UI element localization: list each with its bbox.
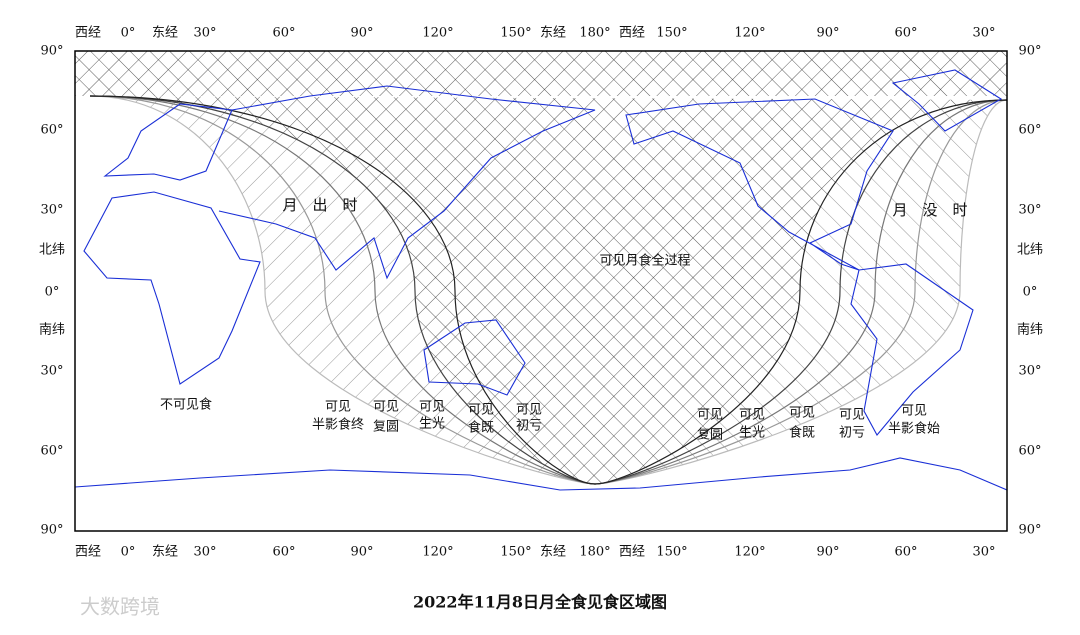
bottom-axis-label: 150° xyxy=(500,545,531,560)
left-axis-label: 北纬 xyxy=(39,243,65,258)
moonrise-label: 月 出 时 xyxy=(282,196,357,214)
region-label: 生光 xyxy=(419,417,445,432)
bottom-axis-label: 120° xyxy=(734,545,765,560)
bottom-axis-label: 西经 xyxy=(75,545,101,560)
right-axis-label: 北纬 xyxy=(1017,243,1043,258)
africa xyxy=(83,191,261,385)
region-label: 初亏 xyxy=(516,419,542,434)
contact-curve xyxy=(594,99,1007,485)
region-label: 半影食终 xyxy=(312,417,364,433)
contact-curve xyxy=(89,95,596,485)
bottom-axis-label: 60° xyxy=(272,545,295,560)
region-label: 食既 xyxy=(789,425,815,441)
top-axis-label: 90° xyxy=(350,26,373,41)
top-axis-label: 30° xyxy=(193,26,216,41)
top-axis-label: 120° xyxy=(734,26,765,41)
right-axis-label: 30° xyxy=(1018,203,1041,218)
contact-curve xyxy=(89,95,596,485)
contact-curve xyxy=(89,95,596,485)
greenland xyxy=(891,69,1003,132)
full-view-hatch xyxy=(90,96,1007,484)
bottom-axis-label: 东经 xyxy=(540,545,566,560)
left-axis-label: 60° xyxy=(40,123,63,138)
bottom-axis-label: 东经 xyxy=(152,545,178,560)
bottom-axis-label: 150° xyxy=(656,545,687,560)
region-label: 复圆 xyxy=(697,428,723,443)
top-axis-label: 60° xyxy=(272,26,295,41)
top-axis-label: 150° xyxy=(656,26,687,41)
region-label: 可见 xyxy=(468,403,494,418)
right-axis-label: 90° xyxy=(1018,523,1041,538)
region-label: 可见 xyxy=(516,403,542,418)
top-axis-label: 东经 xyxy=(152,26,178,41)
top-axis-label: 30° xyxy=(972,26,995,41)
watermark: 大数跨境 xyxy=(80,595,160,619)
moonset-label: 月 没 时 xyxy=(892,201,967,219)
region-label: 可见 xyxy=(325,400,351,415)
top-axis-label: 60° xyxy=(894,26,917,41)
left-axis-label: 90° xyxy=(40,523,63,538)
right-axis-label: 南纬 xyxy=(1017,322,1043,338)
right-axis-label: 0° xyxy=(1023,285,1038,300)
contact-curve xyxy=(594,99,1007,485)
south-america xyxy=(850,263,974,436)
polar-zone xyxy=(75,51,1007,96)
zones xyxy=(75,51,1007,485)
bottom-axis-label: 西经 xyxy=(619,545,645,560)
coastlines xyxy=(75,69,1007,491)
full-view-label: 可见月食全过程 xyxy=(599,253,690,269)
right-axis-label: 60° xyxy=(1018,444,1041,459)
top-axis-label: 90° xyxy=(816,26,839,41)
left-axis-label: 60° xyxy=(40,444,63,459)
region-label: 初亏 xyxy=(839,426,865,441)
left-axis-label: 0° xyxy=(45,285,60,300)
australia xyxy=(423,319,526,396)
top-axis-label: 180° xyxy=(579,26,610,41)
bottom-axis-label: 30° xyxy=(972,545,995,560)
bottom-axis-label: 120° xyxy=(422,545,453,560)
left-axis-label: 90° xyxy=(40,44,63,59)
bottom-axis-label: 180° xyxy=(579,545,610,560)
left-axis-label: 30° xyxy=(40,364,63,379)
region-label: 生光 xyxy=(739,426,765,441)
bottom-axis-label: 90° xyxy=(350,545,373,560)
top-axis-label: 150° xyxy=(500,26,531,41)
region-label: 可见 xyxy=(739,408,765,423)
bottom-axis-label: 90° xyxy=(816,545,839,560)
antarctica xyxy=(75,457,1007,491)
region-label: 食既 xyxy=(468,420,494,436)
contact-curve xyxy=(89,95,596,485)
contact-curve xyxy=(594,99,1007,485)
region-label: 可见 xyxy=(419,400,445,415)
map-frame xyxy=(74,50,1008,532)
left-axis-label: 南纬 xyxy=(39,322,65,338)
top-axis-label: 西经 xyxy=(619,26,645,41)
asia xyxy=(218,85,596,280)
contact-curve xyxy=(594,99,1007,485)
right-axis-label: 30° xyxy=(1018,364,1041,379)
left-axis-label: 30° xyxy=(40,203,63,218)
region-label: 可见 xyxy=(697,408,723,423)
bottom-axis-label: 0° xyxy=(121,545,136,560)
no-view-label: 不可见食 xyxy=(160,397,212,413)
contact-curve xyxy=(594,99,1007,485)
region-label: 半影食始 xyxy=(888,421,940,437)
north-america xyxy=(625,98,894,271)
region-label: 复圆 xyxy=(373,420,399,435)
region-label: 可见 xyxy=(839,408,865,423)
top-axis-label: 东经 xyxy=(540,26,566,41)
top-axis-label: 0° xyxy=(121,26,136,41)
bottom-axis-label: 60° xyxy=(894,545,917,560)
region-label: 可见 xyxy=(901,404,927,419)
right-axis-label: 90° xyxy=(1018,44,1041,59)
map-title: 2022年11月8日月全食见食区域图 xyxy=(413,593,667,612)
region-label: 可见 xyxy=(373,400,399,415)
region-label: 可见 xyxy=(789,406,815,421)
top-axis-label: 西经 xyxy=(75,26,101,41)
top-axis-label: 120° xyxy=(422,26,453,41)
bottom-axis-label: 30° xyxy=(193,545,216,560)
right-axis-label: 60° xyxy=(1018,123,1041,138)
